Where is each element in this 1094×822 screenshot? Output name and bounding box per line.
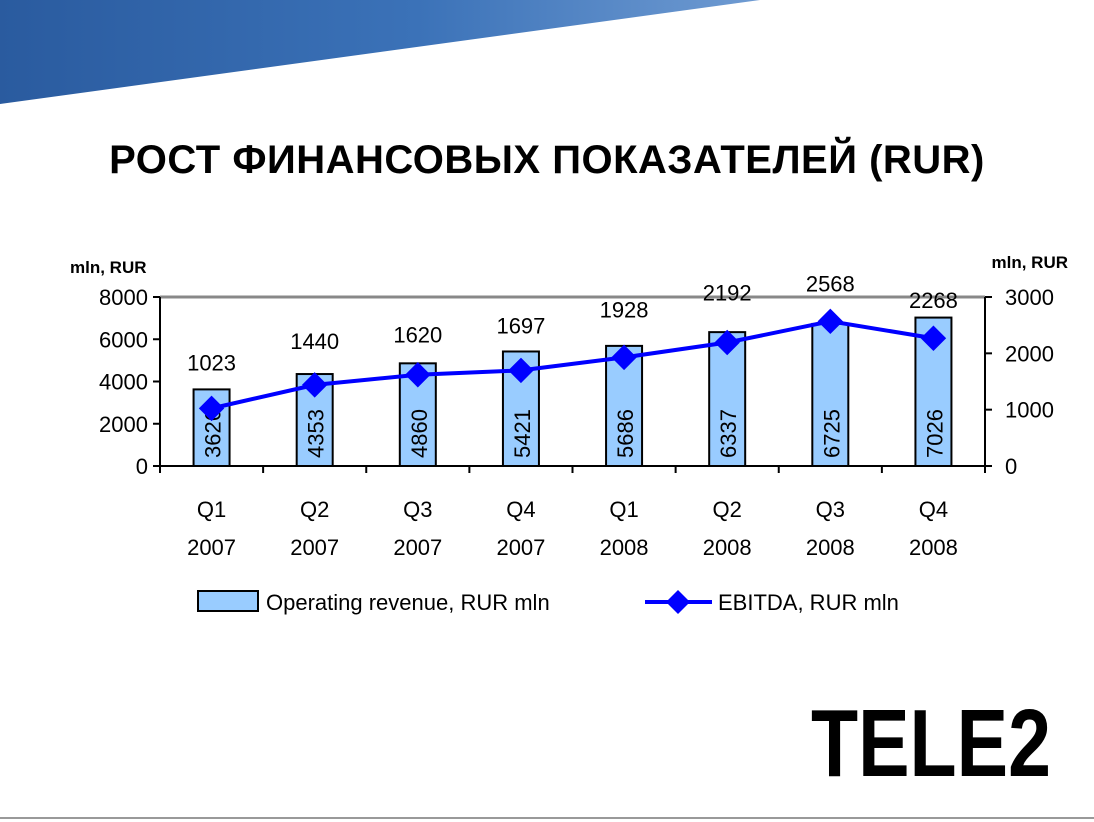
x-category-label: Q3	[816, 497, 845, 522]
revenue-bar-label: 5686	[613, 409, 638, 458]
ebitda-data-label: 1620	[393, 323, 442, 348]
x-category-label: 2008	[909, 535, 958, 560]
ebitda-data-label: 1023	[187, 350, 236, 375]
ebitda-marker	[714, 329, 740, 356]
revenue-bar-label: 7026	[922, 409, 947, 458]
revenue-bar	[811, 322, 850, 467]
revenue-bar-label: 5421	[510, 409, 535, 458]
ebitda-marker	[405, 362, 431, 388]
right-tick-label: 1000	[1005, 398, 1054, 423]
x-category-label: 2008	[703, 535, 752, 560]
x-category-label: Q3	[403, 497, 432, 522]
x-category-label: 2007	[187, 535, 236, 560]
revenue-bar-label: 6337	[716, 409, 741, 458]
slide-title: РОСТ ФИНАНСОВЫХ ПОКАЗАТЕЛЕЙ (RUR)	[109, 138, 985, 182]
x-category-label: Q2	[300, 497, 329, 522]
ebitda-marker	[817, 308, 844, 335]
right-tick-label: 2000	[1005, 341, 1054, 366]
ebitda-marker	[920, 325, 947, 351]
x-category-label: 2007	[496, 535, 545, 560]
legend: Operating revenue, RUR mln EBITDA, RUR ml…	[197, 590, 899, 615]
x-category-label: 2008	[806, 535, 855, 560]
x-category-label: Q4	[506, 497, 535, 522]
x-category-label: Q1	[609, 497, 638, 522]
x-category-label: Q1	[197, 497, 226, 522]
ebitda-data-label: 2192	[703, 281, 752, 306]
legend-label-ebitda: EBITDA, RUR mln	[718, 590, 899, 615]
header-banner	[0, 0, 760, 104]
footer-divider	[0, 817, 1094, 819]
axes-layer: 0 2000 4000 6000 8000 0 1000 2000 3000 mln, RUR ml…	[70, 253, 1068, 560]
x-category-label: Q2	[713, 497, 742, 522]
revenue-bar-label: 4353	[304, 409, 329, 458]
ebitda-marker	[508, 357, 534, 384]
left-tick-label: 2000	[99, 412, 148, 437]
revenue-bar	[708, 331, 747, 467]
logo-text: TELE2	[811, 690, 1051, 788]
right-tick-label: 3000	[1005, 285, 1054, 310]
ebitda-line	[211, 319, 934, 411]
tele2-logo: TELE2	[806, 688, 1056, 797]
ebitda-data-label: 2568	[806, 271, 855, 296]
revenue-bar	[914, 316, 953, 468]
legend-label-revenue: Operating revenue, RUR mln	[266, 590, 550, 615]
labels-layer: 1023 1440 1620 1697 1928 2192 2568 2268	[187, 271, 958, 375]
ebitda-data-label: 1440	[290, 329, 339, 354]
left-axis-unit-label: mln, RUR	[70, 258, 147, 277]
ebitda-marker	[301, 372, 328, 398]
banner-shape	[0, 0, 760, 104]
right-axis-unit-label: mln, RUR	[992, 253, 1069, 272]
left-tick-label: 0	[136, 454, 148, 479]
revenue-ebitda-chart: 0 2000 4000 6000 8000 0 1000 2000 3000 mln, RUR ml…	[70, 253, 1068, 615]
legend-swatch-revenue	[197, 590, 259, 612]
x-category-label: 2007	[290, 535, 339, 560]
legend-swatch-ebitda-marker	[666, 590, 690, 614]
ebitda-data-label: 2268	[909, 288, 958, 313]
ebitda-data-label: 1928	[600, 297, 649, 322]
ebitda-data-label: 1697	[496, 313, 545, 338]
ebitda-marker	[198, 395, 225, 422]
right-tick-label: 0	[1005, 454, 1017, 479]
left-tick-label: 8000	[99, 285, 148, 310]
line-layer	[198, 308, 947, 422]
revenue-bar-label: 6725	[819, 409, 844, 458]
left-tick-label: 6000	[99, 327, 148, 352]
revenue-bar-label: 4860	[407, 409, 432, 458]
ebitda-marker	[611, 344, 637, 371]
x-category-label: 2007	[393, 535, 442, 560]
x-category-label: Q4	[919, 497, 948, 522]
left-tick-label: 4000	[99, 370, 148, 395]
x-category-label: 2008	[600, 535, 649, 560]
